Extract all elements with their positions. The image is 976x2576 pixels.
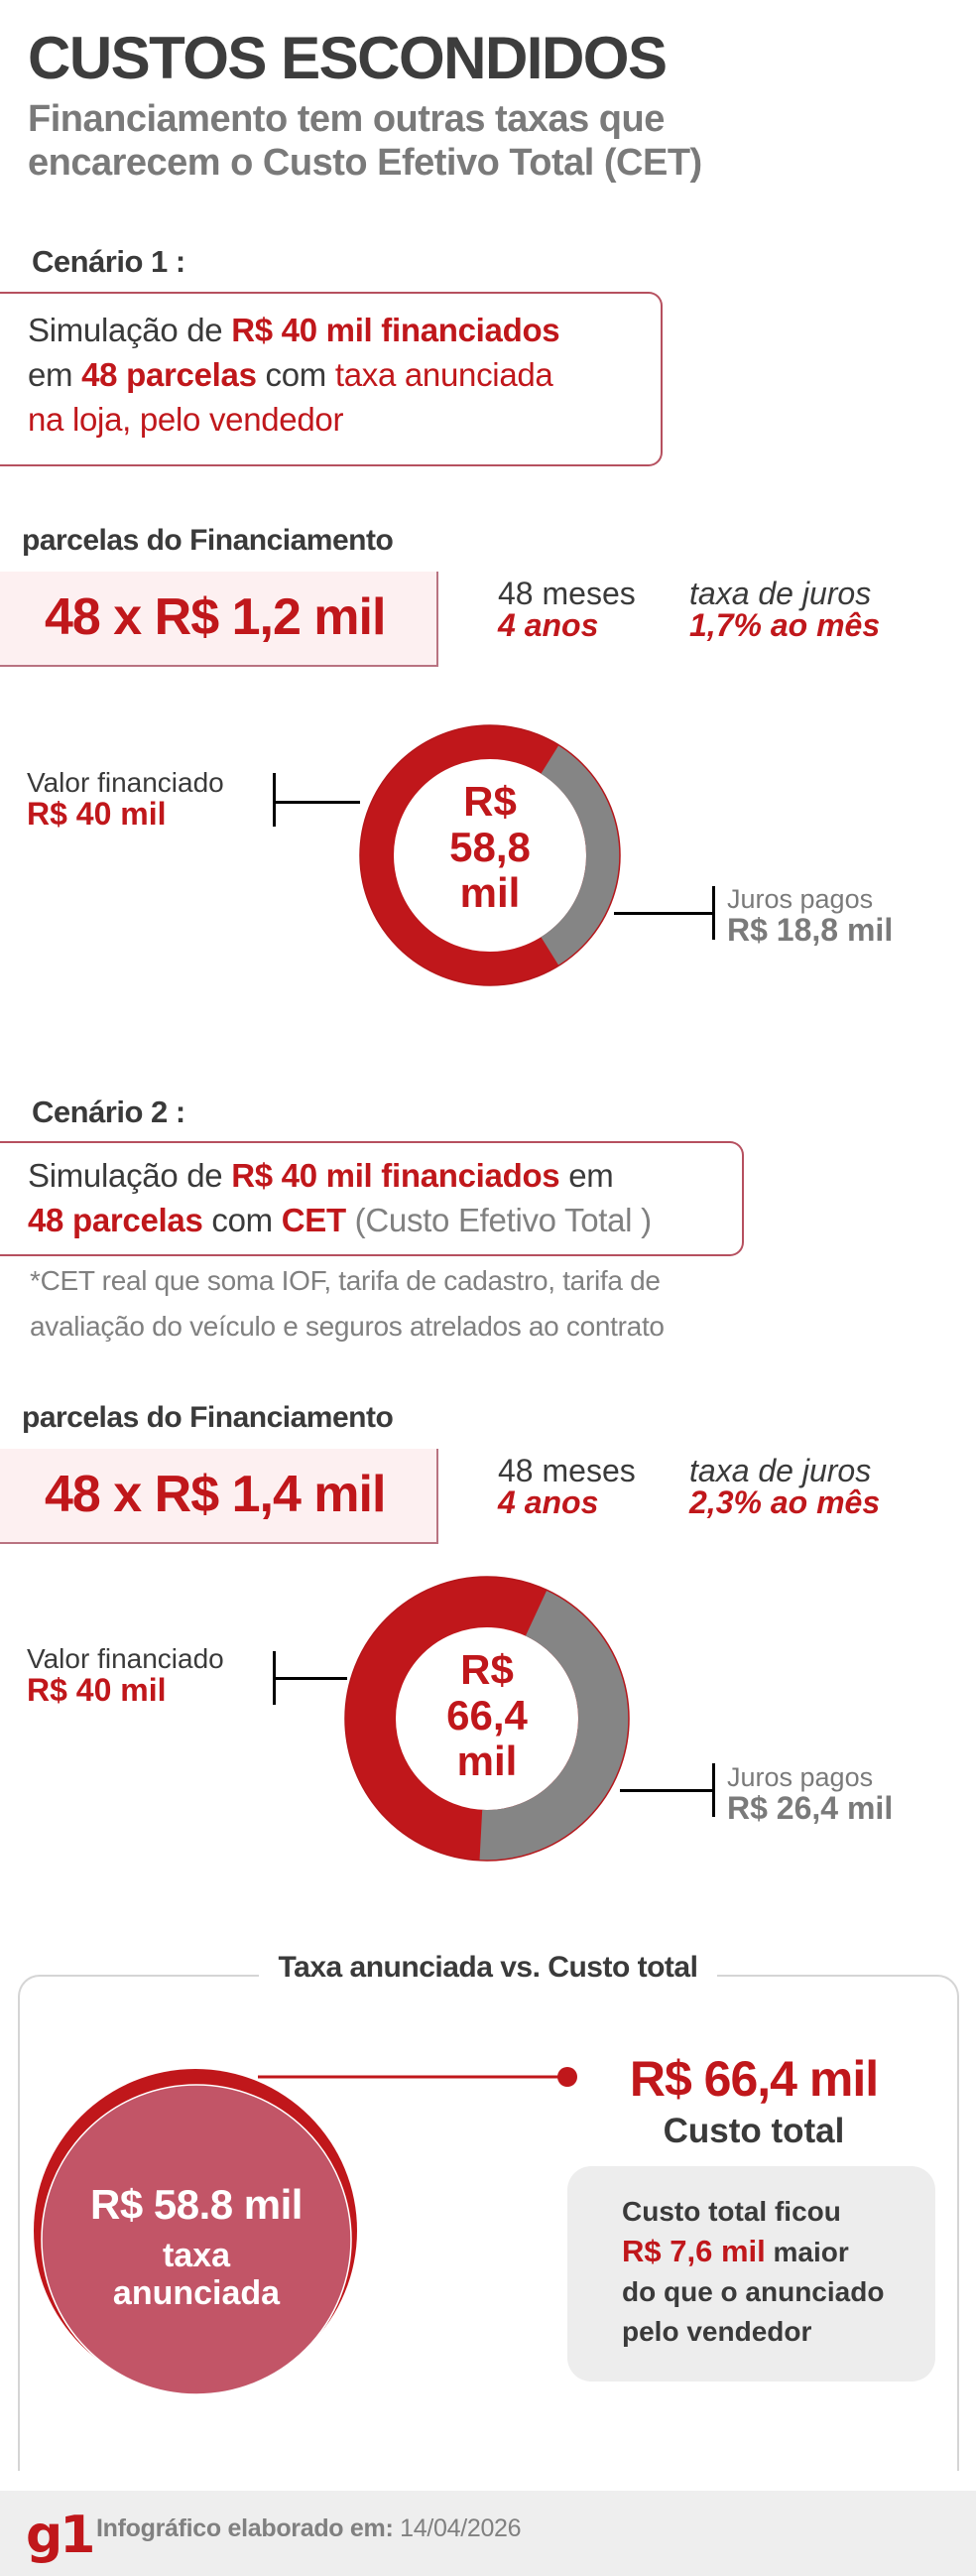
highlight-installments: 48 parcelas [81,356,257,393]
years-1: 4 anos [498,607,599,643]
text: R$ [463,778,517,825]
months-2: 48 meses [498,1453,636,1488]
years-2: 4 anos [498,1484,599,1520]
text: na loja, pelo vendedor [28,401,344,438]
months-1: 48 meses [498,576,636,611]
page-title: CUSTOS ESCONDIDOS [28,25,668,91]
comparison-circle [34,2067,577,2395]
connector-dot [557,2067,577,2087]
text: do que o anunciado [622,2276,885,2307]
text: R$ 58.8 mil [90,2181,303,2228]
difference-note: Custo total ficou R$ 7,6 mil maior do qu… [567,2166,935,2382]
text: Custo total ficou [622,2196,841,2227]
parcela-box-1: 48 x R$ 1,2 mil [0,572,438,667]
subtitle-line-2: encarecem o Custo Efetivo Total (CET) [28,142,702,184]
legend-value: R$ 40 mil [27,1672,167,1708]
legend-label: Valor financiado [27,1643,224,1674]
text: taxa [162,2237,231,2274]
highlight-amount: R$ 40 mil financiados [231,312,560,348]
text: com [202,1202,282,1238]
scenario-1-label: Cenário 1 : [32,244,185,279]
legend-label: Juros pagos [727,884,874,914]
text: Simulação de [28,1157,232,1194]
text: maior [765,2237,849,2267]
text: em [559,1157,614,1194]
parcela-value-1: 48 x R$ 1,2 mil [45,588,386,646]
page-subtitle: Financiamento tem outras taxas que encar… [28,97,702,185]
footer-credit: Infográfico elaborado em: 14/04/2026 [96,2514,522,2543]
total-cost-label: Custo total [663,2112,845,2150]
text: com [256,356,335,393]
text: anunciada [112,2274,281,2312]
footer [0,2491,976,2576]
donut-chart-1 [273,724,715,986]
text: mil [459,869,521,916]
highlight-rate: taxa anunciada [334,356,553,393]
parcela-value-2: 48 x R$ 1,4 mil [45,1466,386,1523]
comparison-title: Taxa anunciada vs. Custo total [0,1951,976,1985]
rate-label-1: taxa de juros [689,576,872,611]
term-1: 48 meses 4 anos [498,578,636,641]
legend-financed-1: Valor financiado R$ 40 mil [27,767,224,832]
legend-label: Valor financiado [27,767,224,798]
rate-label-2: taxa de juros [689,1453,872,1488]
scenario-2-label: Cenário 2 : [32,1095,185,1129]
highlight-amount: R$ 40 mil financiados [231,1157,560,1194]
text: Infográfico elaborado em: [96,2514,394,2542]
rate-value-1: 1,7% ao mês [689,607,881,643]
legend-value: R$ 40 mil [27,796,167,832]
legend-interest-1: Juros pagos R$ 18,8 mil [727,884,894,948]
legend-value: R$ 26,4 mil [727,1790,894,1826]
text: 66,4 [446,1692,528,1739]
donut-2-interest-segment [479,1590,629,1861]
parcelas-label-1: parcelas do Financiamento [22,524,394,557]
scenario-1-description-box: Simulação de R$ 40 mil financiados em 48… [0,292,663,466]
legend-label: Juros pagos [727,1762,874,1792]
donut-1-center-total: R$ 58,8 mil [411,779,569,916]
g1-logo: g1 [26,2506,95,2565]
legend-value: R$ 18,8 mil [727,912,894,948]
difference-highlight: R$ 7,6 mil [622,2234,766,2268]
legend-financed-2: Valor financiado R$ 40 mil [27,1643,224,1708]
text: avaliação do veículo e seguros atrelados… [30,1311,665,1342]
text: mil [456,1738,518,1784]
donut-1-interest-segment [541,744,620,966]
subtitle-line-1: Financiamento tem outras taxas que [28,98,665,140]
text: 58,8 [449,824,531,870]
parcelas-label-2: parcelas do Financiamento [22,1401,394,1434]
parcela-box-2: 48 x R$ 1,4 mil [0,1449,438,1544]
donut-2-center-total: R$ 66,4 mil [408,1647,566,1784]
cet-footnote: *CET real que soma IOF, tarifa de cadast… [30,1258,665,1350]
announced-value-label: R$ 58.8 mil taxa anunciada [42,2181,351,2312]
total-cost-value: R$ 66,4 mil [629,2051,879,2107]
term-2: 48 meses 4 anos [498,1455,636,1518]
text: pelo vendedor [622,2316,812,2347]
rate-2: taxa de juros 2,3% ao mês [689,1455,880,1518]
rate-value-2: 2,3% ao mês [689,1484,881,1520]
text: *CET real que soma IOF, tarifa de cadast… [30,1265,661,1296]
date: 14/04/2026 [393,2514,522,2542]
text: em [28,356,82,393]
donut-chart-2 [273,1576,715,1862]
text: Taxa anunciada vs. Custo total [258,1951,718,1984]
text: R$ [460,1646,514,1693]
highlight-installments: 48 parcelas [28,1202,203,1238]
rate-1: taxa de juros 1,7% ao mês [689,578,880,641]
legend-interest-2: Juros pagos R$ 26,4 mil [727,1762,894,1826]
scenario-2-description-box: Simulação de R$ 40 mil financiados em 48… [0,1141,744,1256]
text: Simulação de [28,312,232,348]
text: (Custo Efetivo Total ) [345,1202,652,1238]
highlight-cet: CET [281,1202,346,1238]
